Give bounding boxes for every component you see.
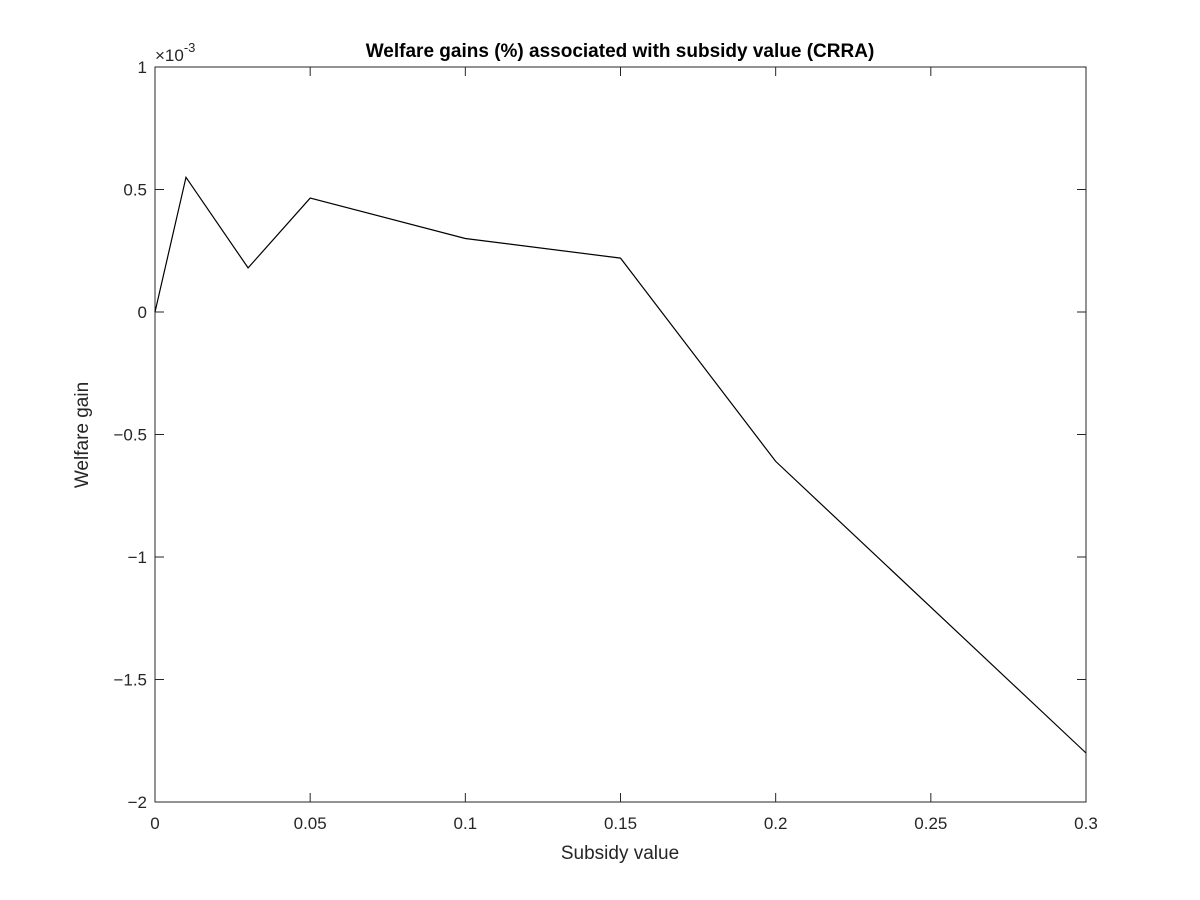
x-tick-label: 0.05: [294, 814, 327, 833]
plot-area: [154, 66, 1087, 803]
y-tick-label: 0.5: [123, 181, 147, 200]
y-exponent: ×10-3: [155, 40, 195, 65]
y-tick-label: 1: [138, 58, 147, 77]
y-tick-label: −0.5: [113, 426, 147, 445]
y-tick-label: −1: [128, 548, 147, 567]
y-tick-label: −1.5: [113, 671, 147, 690]
y-tick-label: 0: [138, 303, 147, 322]
series-line: [154, 175, 1087, 754]
y-axis-label: Welfare gain: [72, 382, 93, 488]
tick-marks: [154, 66, 1087, 803]
x-tick-label: 0.25: [914, 814, 947, 833]
x-tick-label: 0.1: [454, 814, 478, 833]
x-tick-label: 0.15: [604, 814, 637, 833]
x-axis-label: Subsidy value: [561, 843, 679, 864]
y-tick-label: −2: [128, 793, 147, 812]
y-exponent-power: -3: [184, 40, 196, 55]
x-tick-label: 0.2: [764, 814, 788, 833]
y-tick-labels: −2 −1.5 −1 −0.5 0 0.5 1: [113, 58, 147, 812]
chart-title: Welfare gains (%) associated with subsid…: [366, 41, 875, 62]
x-tick-label: 0.3: [1074, 814, 1098, 833]
x-tick-labels: 0 0.05 0.1 0.15 0.2 0.25 0.3: [150, 814, 1098, 833]
y-exponent-base: ×10: [155, 46, 184, 65]
x-tick-label: 0: [150, 814, 159, 833]
